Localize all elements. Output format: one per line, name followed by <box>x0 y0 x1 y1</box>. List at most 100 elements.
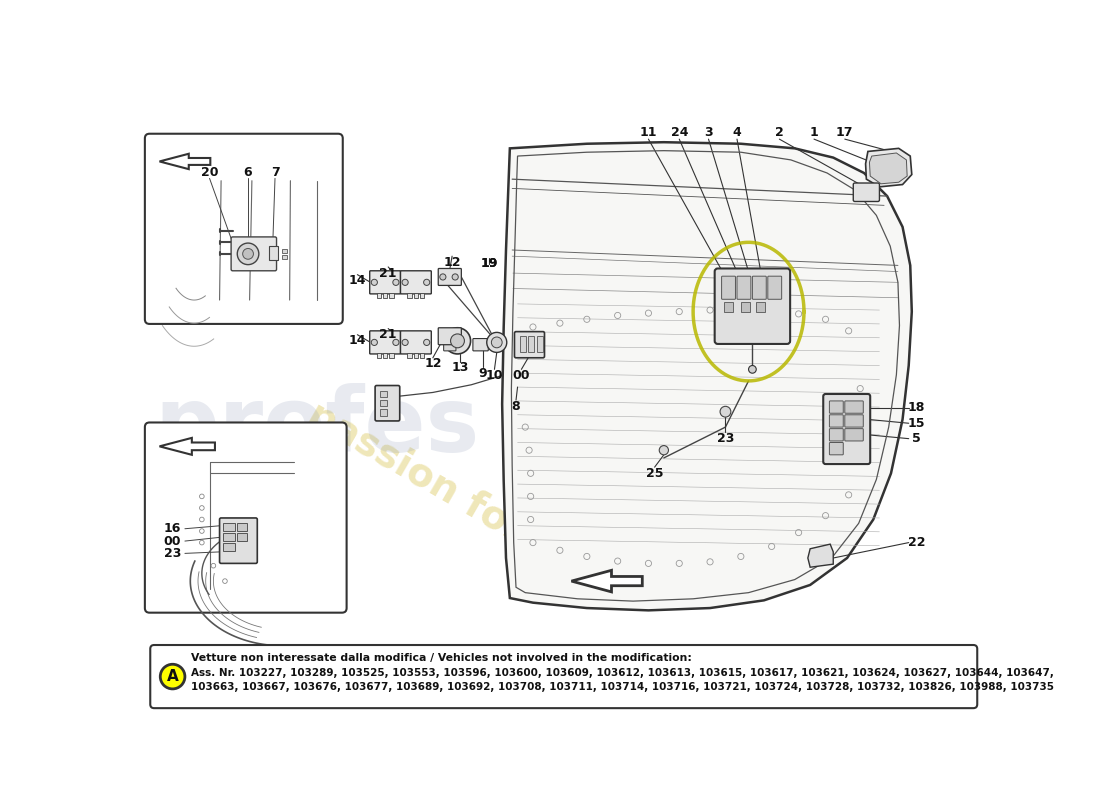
FancyBboxPatch shape <box>400 331 431 354</box>
Bar <box>238 523 246 531</box>
Text: 11: 11 <box>640 126 657 139</box>
FancyBboxPatch shape <box>231 237 276 270</box>
Text: 12: 12 <box>425 358 441 370</box>
FancyBboxPatch shape <box>151 645 977 708</box>
Text: 3: 3 <box>704 126 713 139</box>
Circle shape <box>372 279 377 286</box>
FancyBboxPatch shape <box>768 276 782 299</box>
Polygon shape <box>572 570 642 592</box>
Circle shape <box>444 328 471 354</box>
Circle shape <box>424 279 430 286</box>
Text: profes: profes <box>155 383 480 471</box>
Text: 10: 10 <box>486 369 503 382</box>
Bar <box>223 534 235 541</box>
Text: 4: 4 <box>733 126 741 139</box>
Bar <box>268 246 278 260</box>
Text: 19: 19 <box>481 258 497 270</box>
Text: 8: 8 <box>512 400 520 413</box>
Text: 00: 00 <box>164 534 182 547</box>
Bar <box>414 353 418 358</box>
FancyBboxPatch shape <box>443 331 455 351</box>
Circle shape <box>161 664 185 689</box>
Text: 103663, 103667, 103676, 103677, 103689, 103692, 103708, 103711, 103714, 103716, : 103663, 103667, 103676, 103677, 103689, … <box>191 682 1054 692</box>
Bar <box>282 250 286 253</box>
Polygon shape <box>869 153 907 184</box>
Text: passion for parts: passion for parts <box>300 394 642 614</box>
FancyBboxPatch shape <box>829 401 844 414</box>
Bar <box>379 410 387 415</box>
Bar <box>238 534 246 541</box>
Polygon shape <box>160 438 215 455</box>
Circle shape <box>748 366 757 373</box>
Polygon shape <box>160 154 210 169</box>
Circle shape <box>424 339 430 346</box>
FancyBboxPatch shape <box>715 269 790 344</box>
FancyBboxPatch shape <box>829 414 844 427</box>
Text: 16: 16 <box>164 522 182 535</box>
Circle shape <box>393 339 399 346</box>
Bar <box>376 293 382 298</box>
Bar <box>757 302 766 312</box>
Bar <box>376 353 382 358</box>
FancyBboxPatch shape <box>829 429 844 441</box>
Text: 14: 14 <box>349 274 366 287</box>
Bar <box>420 353 425 358</box>
Text: 23: 23 <box>164 547 182 560</box>
Text: 19: 19 <box>481 258 497 270</box>
Text: Vetture non interessate dalla modifica / Vehicles not involved in the modificati: Vetture non interessate dalla modifica /… <box>191 653 692 663</box>
Text: 15: 15 <box>908 417 925 430</box>
Bar <box>741 302 750 312</box>
Circle shape <box>402 279 408 286</box>
Text: 00: 00 <box>513 369 530 382</box>
FancyBboxPatch shape <box>370 270 400 294</box>
FancyBboxPatch shape <box>473 338 488 351</box>
Circle shape <box>440 274 446 280</box>
FancyBboxPatch shape <box>752 276 767 299</box>
Circle shape <box>402 339 408 346</box>
Polygon shape <box>502 142 912 610</box>
Bar <box>223 543 235 551</box>
FancyBboxPatch shape <box>845 414 864 427</box>
FancyBboxPatch shape <box>370 331 400 354</box>
Text: 5: 5 <box>912 432 921 445</box>
FancyBboxPatch shape <box>400 270 431 294</box>
Circle shape <box>451 334 464 348</box>
Circle shape <box>452 274 459 280</box>
Text: 21: 21 <box>379 328 397 341</box>
Text: A: A <box>167 669 178 684</box>
Circle shape <box>372 339 377 346</box>
Bar <box>379 400 387 406</box>
Text: 22: 22 <box>908 536 925 549</box>
Polygon shape <box>866 148 912 187</box>
Text: 21: 21 <box>379 266 397 280</box>
Bar <box>407 293 412 298</box>
Circle shape <box>659 446 669 455</box>
Bar <box>383 353 387 358</box>
FancyBboxPatch shape <box>220 518 257 563</box>
Text: 17: 17 <box>836 126 854 139</box>
Bar <box>528 336 535 352</box>
FancyBboxPatch shape <box>823 394 870 464</box>
Text: 7: 7 <box>271 166 279 179</box>
FancyBboxPatch shape <box>845 429 864 441</box>
Text: 18: 18 <box>908 402 925 414</box>
Circle shape <box>393 279 399 286</box>
Bar <box>724 302 733 312</box>
Bar <box>414 293 418 298</box>
FancyBboxPatch shape <box>854 183 880 202</box>
Text: 25: 25 <box>646 467 663 480</box>
Polygon shape <box>807 544 834 567</box>
FancyBboxPatch shape <box>829 442 844 455</box>
Bar <box>407 353 412 358</box>
Text: 2: 2 <box>776 126 783 139</box>
Circle shape <box>243 249 253 259</box>
Bar <box>537 336 543 352</box>
FancyBboxPatch shape <box>438 328 461 345</box>
Text: 24: 24 <box>671 126 688 139</box>
FancyBboxPatch shape <box>722 276 736 299</box>
Circle shape <box>486 332 507 353</box>
Bar <box>389 293 394 298</box>
FancyBboxPatch shape <box>515 332 544 358</box>
Bar <box>223 523 235 531</box>
Circle shape <box>492 337 502 348</box>
